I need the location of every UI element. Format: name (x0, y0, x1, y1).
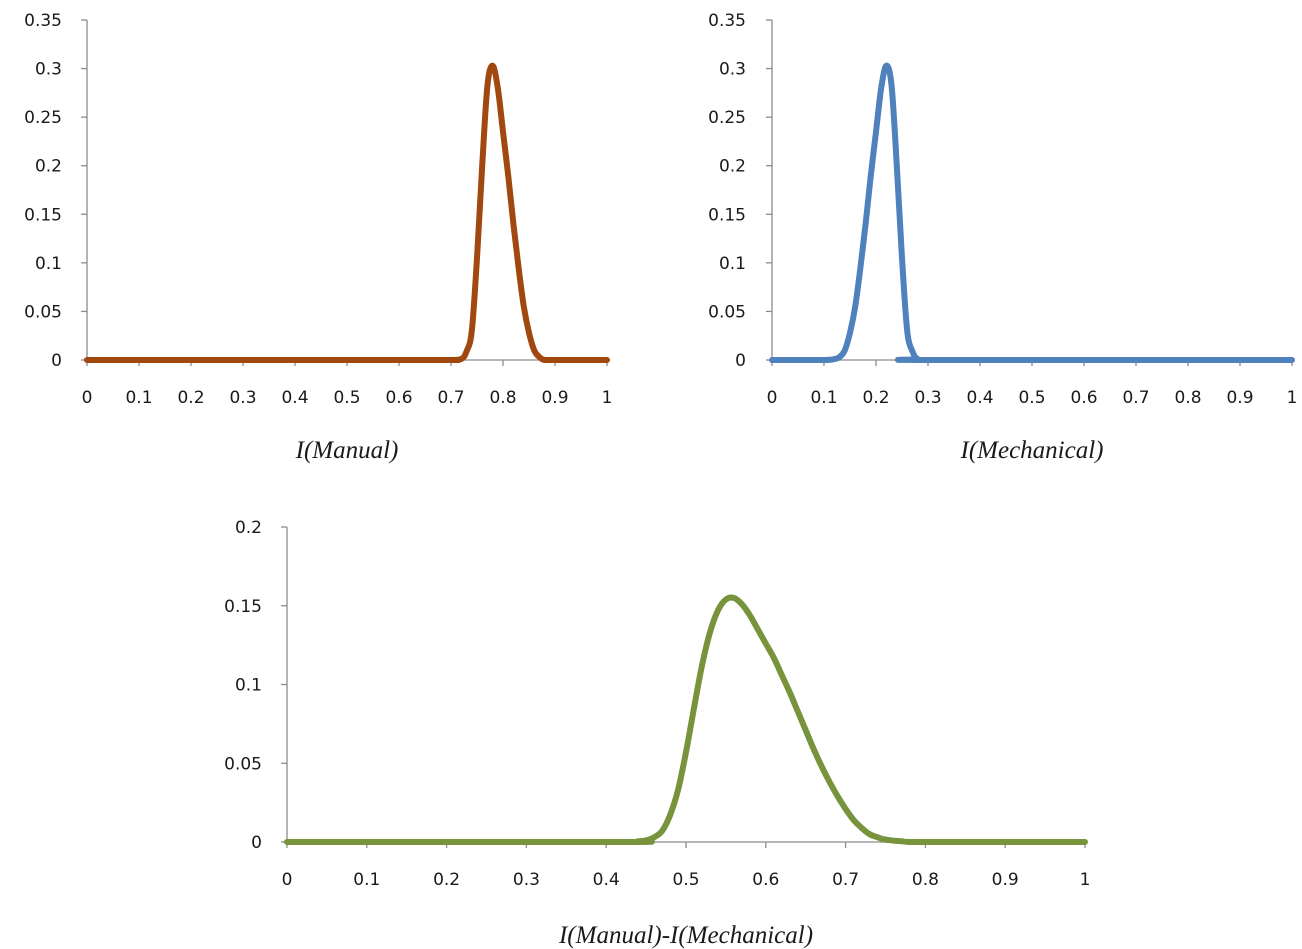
chart-manual: 0 0.05 0.1 0.15 0.2 0.25 0.3 0.35 0 0.1 0.2 0.3 0.4 0… (24, 11, 612, 464)
x-tick-label: 0.5 (1018, 388, 1045, 408)
x-tick-label: 1 (1080, 870, 1091, 890)
x-tick-label: 0.4 (593, 870, 620, 890)
x-tick-label: 0.8 (912, 870, 939, 890)
x-axis-title: I(Manual) (295, 437, 399, 464)
x-tick-label: 0.7 (1122, 388, 1149, 408)
x-tick-label: 0.1 (810, 388, 837, 408)
chart-mechanical: 0 0.05 0.1 0.15 0.2 0.25 0.3 0.35 0 0.1 0.2 0.3 0.4 0… (708, 11, 1297, 464)
x-tick-label: 0.1 (125, 388, 152, 408)
y-tick-label: 0.25 (24, 108, 62, 128)
chart-difference: 0 0.05 0.1 0.15 0.2 0 0.1 0.2 0.3 0.4 0.5 0.6 0.7 0.8… (224, 518, 1090, 949)
y-tick-label: 0 (51, 351, 62, 371)
y-tick-label: 0.3 (35, 60, 62, 80)
x-tick-label: 0 (767, 388, 778, 408)
x-tick-label: 0.3 (914, 388, 941, 408)
y-tick-label: 0 (251, 833, 262, 853)
x-tick-label: 0.8 (489, 388, 516, 408)
x-axis-title: I(Manual)-I(Mechanical) (558, 922, 813, 949)
y-tick-label: 0.15 (708, 205, 746, 225)
y-tick-label: 0.2 (719, 157, 746, 177)
x-tick-label: 0.6 (385, 388, 412, 408)
y-tick-label: 0.15 (224, 597, 262, 617)
x-tick-label: 0.6 (1070, 388, 1097, 408)
y-tick-label: 0.25 (708, 108, 746, 128)
x-tick-label: 0.9 (992, 870, 1019, 890)
y-tick-label: 0.35 (24, 11, 62, 31)
y-tick-label: 0.15 (24, 205, 62, 225)
y-tick-label: 0.1 (35, 254, 62, 274)
x-tick-label: 0.2 (862, 388, 889, 408)
y-tick-label: 0.35 (708, 11, 746, 31)
y-tick-label: 0.1 (719, 254, 746, 274)
y-tick-label: 0.2 (235, 518, 262, 538)
x-tick-label: 0.2 (177, 388, 204, 408)
x-tick-label: 0.3 (229, 388, 256, 408)
x-tick-label: 0.8 (1174, 388, 1201, 408)
y-tick-label: 0.05 (24, 302, 62, 322)
series-line (284, 594, 1088, 846)
y-tick-label: 0.1 (235, 676, 262, 696)
x-tick-label: 0.5 (672, 870, 699, 890)
x-tick-label: 0.2 (433, 870, 460, 890)
x-tick-label: 1 (1287, 388, 1298, 408)
x-tick-label: 1 (602, 388, 613, 408)
x-tick-label: 0.7 (832, 870, 859, 890)
y-tick-label: 0 (735, 351, 746, 371)
x-tick-label: 0.4 (966, 388, 993, 408)
y-tick-label: 0.05 (708, 302, 746, 322)
x-tick-label: 0.6 (752, 870, 779, 890)
y-tick-label: 0.2 (35, 157, 62, 177)
x-tick-label: 0.3 (513, 870, 540, 890)
x-axis-title: I(Mechanical) (960, 437, 1104, 464)
x-tick-label: 0.5 (333, 388, 360, 408)
x-tick-label: 0 (82, 388, 93, 408)
series-line (769, 62, 1295, 364)
y-tick-label: 0.05 (224, 754, 262, 774)
series-line (84, 62, 610, 364)
x-tick-label: 0.9 (1226, 388, 1253, 408)
x-tick-label: 0.9 (541, 388, 568, 408)
x-tick-label: 0.1 (353, 870, 380, 890)
x-tick-label: 0.7 (437, 388, 464, 408)
x-tick-label: 0.4 (281, 388, 308, 408)
x-tick-label: 0 (282, 870, 293, 890)
y-tick-label: 0.3 (719, 60, 746, 80)
